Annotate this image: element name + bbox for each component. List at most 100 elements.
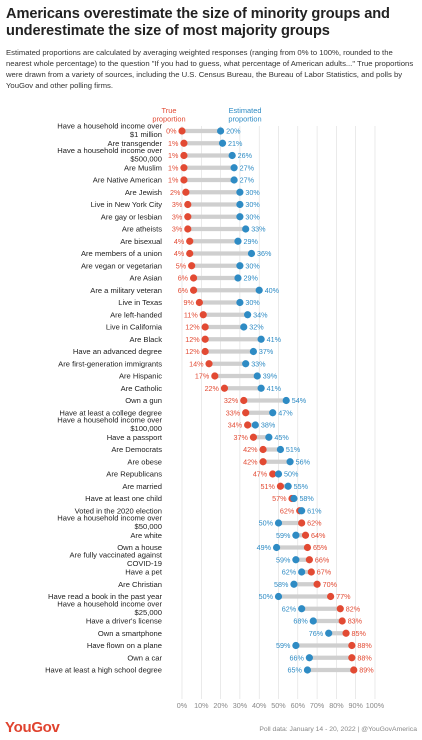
category-label: Are Asian: [129, 274, 162, 283]
category-label: Are white: [130, 531, 162, 540]
estimated-value-label: 20%: [226, 127, 241, 136]
true-value-label: 32%: [224, 396, 239, 405]
category-label: Voted in the 2020 election: [75, 506, 162, 515]
category-label: Have read a book in the past year: [48, 592, 162, 601]
estimated-value-label: 65%: [288, 666, 303, 675]
estimated-value-label: 59%: [276, 555, 291, 564]
category-label: Have a pet: [125, 568, 163, 577]
estimated-value-label: 34%: [253, 310, 268, 319]
true-proportion-dot: [313, 580, 321, 588]
category-label: Have at least one child: [85, 494, 162, 503]
category-label: Own a gun: [125, 396, 162, 405]
category-label: Own a house: [117, 543, 162, 552]
estimated-proportion-dot: [236, 298, 244, 307]
category-label: Are transgender: [108, 139, 163, 148]
category-label: Have a driver's license: [86, 617, 162, 626]
true-proportion-dot: [184, 200, 192, 209]
estimated-value-label: 66%: [289, 653, 304, 662]
estimated-proportion-dot: [234, 237, 242, 245]
true-value-label: 77%: [336, 592, 351, 601]
yougov-logo: YouGov: [5, 719, 60, 736]
estimated-value-label: 56%: [296, 457, 311, 466]
true-value-label: 6%: [178, 274, 189, 283]
true-value-label: 64%: [311, 531, 326, 540]
estimated-proportion-dot: [309, 617, 317, 625]
estimated-value-label: 33%: [251, 225, 266, 234]
category-label: Have a household income over $50,000: [57, 514, 162, 532]
true-proportion-dot: [298, 519, 306, 527]
category-label: Are atheists: [122, 225, 162, 234]
estimated-value-label: 29%: [243, 274, 258, 283]
estimated-value-label: 36%: [257, 249, 272, 258]
estimated-value-label: 50%: [259, 592, 274, 601]
estimated-proportion-dot: [272, 543, 281, 552]
estimated-value-label: 54%: [292, 396, 307, 405]
estimated-proportion-dot: [284, 482, 292, 490]
x-tick-label: 50%: [271, 701, 286, 710]
estimated-value-label: 50%: [284, 470, 299, 479]
estimated-proportion-dot: [244, 311, 252, 319]
category-label: Have a passport: [107, 433, 163, 442]
true-value-label: 1%: [168, 163, 179, 172]
true-proportion-dot: [244, 421, 252, 429]
estimated-proportion-dot: [234, 274, 242, 282]
true-value-label: 66%: [315, 555, 330, 564]
estimated-proportion-dot: [276, 445, 285, 454]
chart-title: Americans overestimate the size of minor…: [6, 6, 390, 39]
true-proportion-dot: [336, 605, 344, 613]
true-value-label: 33%: [226, 408, 241, 417]
category-label: Are fully vaccinated against COVID-19: [70, 550, 163, 568]
estimated-proportion-dot: [249, 347, 258, 356]
estimated-proportion-dot: [251, 421, 259, 429]
category-label: Are Christian: [118, 580, 162, 589]
true-value-label: 0%: [166, 127, 177, 136]
estimated-proportion-dot: [236, 262, 244, 270]
true-proportion-dot: [303, 543, 312, 552]
category-label: Are gay or lesbian: [101, 212, 162, 221]
true-value-label: 34%: [228, 421, 243, 430]
estimated-proportion-dot: [292, 556, 300, 564]
true-proportion-dot: [186, 249, 194, 258]
estimated-proportion-dot: [290, 494, 298, 503]
true-proportion-dot: [201, 323, 209, 331]
x-tick-label: 100%: [366, 701, 385, 710]
estimated-proportion-dot: [298, 507, 306, 515]
estimated-value-label: 62%: [282, 604, 297, 613]
estimated-proportion-dot: [240, 323, 248, 331]
estimated-value-label: 58%: [274, 580, 289, 589]
true-proportion-dot: [327, 592, 335, 601]
true-proportion-dot: [249, 433, 258, 441]
true-value-label: 4%: [174, 249, 185, 258]
estimated-value-label: 62%: [282, 568, 297, 577]
poll-date-note: Poll data: January 14 - 20, 2022 | @YouG…: [259, 726, 417, 733]
true-proportion-dot: [182, 188, 190, 196]
category-label: Have flown on a plane: [87, 641, 162, 650]
estimated-proportion-dot: [218, 139, 227, 147]
true-value-label: 4%: [174, 237, 185, 246]
estimated-proportion-dot: [282, 396, 290, 405]
estimated-proportion-dot: [274, 470, 283, 478]
legend-true-proportion: True proportion: [152, 106, 185, 124]
true-value-label: 3%: [172, 225, 183, 234]
true-value-label: 83%: [348, 617, 363, 626]
true-proportion-dot: [188, 262, 196, 270]
estimated-value-label: 30%: [245, 261, 260, 270]
true-value-label: 17%: [195, 372, 210, 381]
estimated-value-label: 29%: [243, 237, 258, 246]
true-proportion-dot: [189, 286, 198, 294]
estimated-value-label: 39%: [263, 372, 278, 381]
true-proportion-dot: [201, 347, 209, 356]
estimated-proportion-dot: [242, 360, 250, 368]
estimated-proportion-dot: [242, 225, 250, 233]
category-label: Live in California: [106, 323, 163, 332]
true-proportion-dot: [201, 335, 209, 343]
estimated-value-label: 30%: [245, 188, 260, 197]
true-value-label: 88%: [357, 641, 372, 650]
estimated-value-label: 58%: [299, 494, 314, 503]
estimated-proportion-dot: [303, 666, 312, 674]
true-value-label: 51%: [261, 482, 276, 491]
category-label: Own a smartphone: [98, 629, 162, 638]
estimated-value-label: 50%: [259, 519, 274, 528]
chart-subtitle: Estimated proportions are calculated by …: [6, 48, 414, 90]
estimated-proportion-dot: [290, 580, 298, 588]
